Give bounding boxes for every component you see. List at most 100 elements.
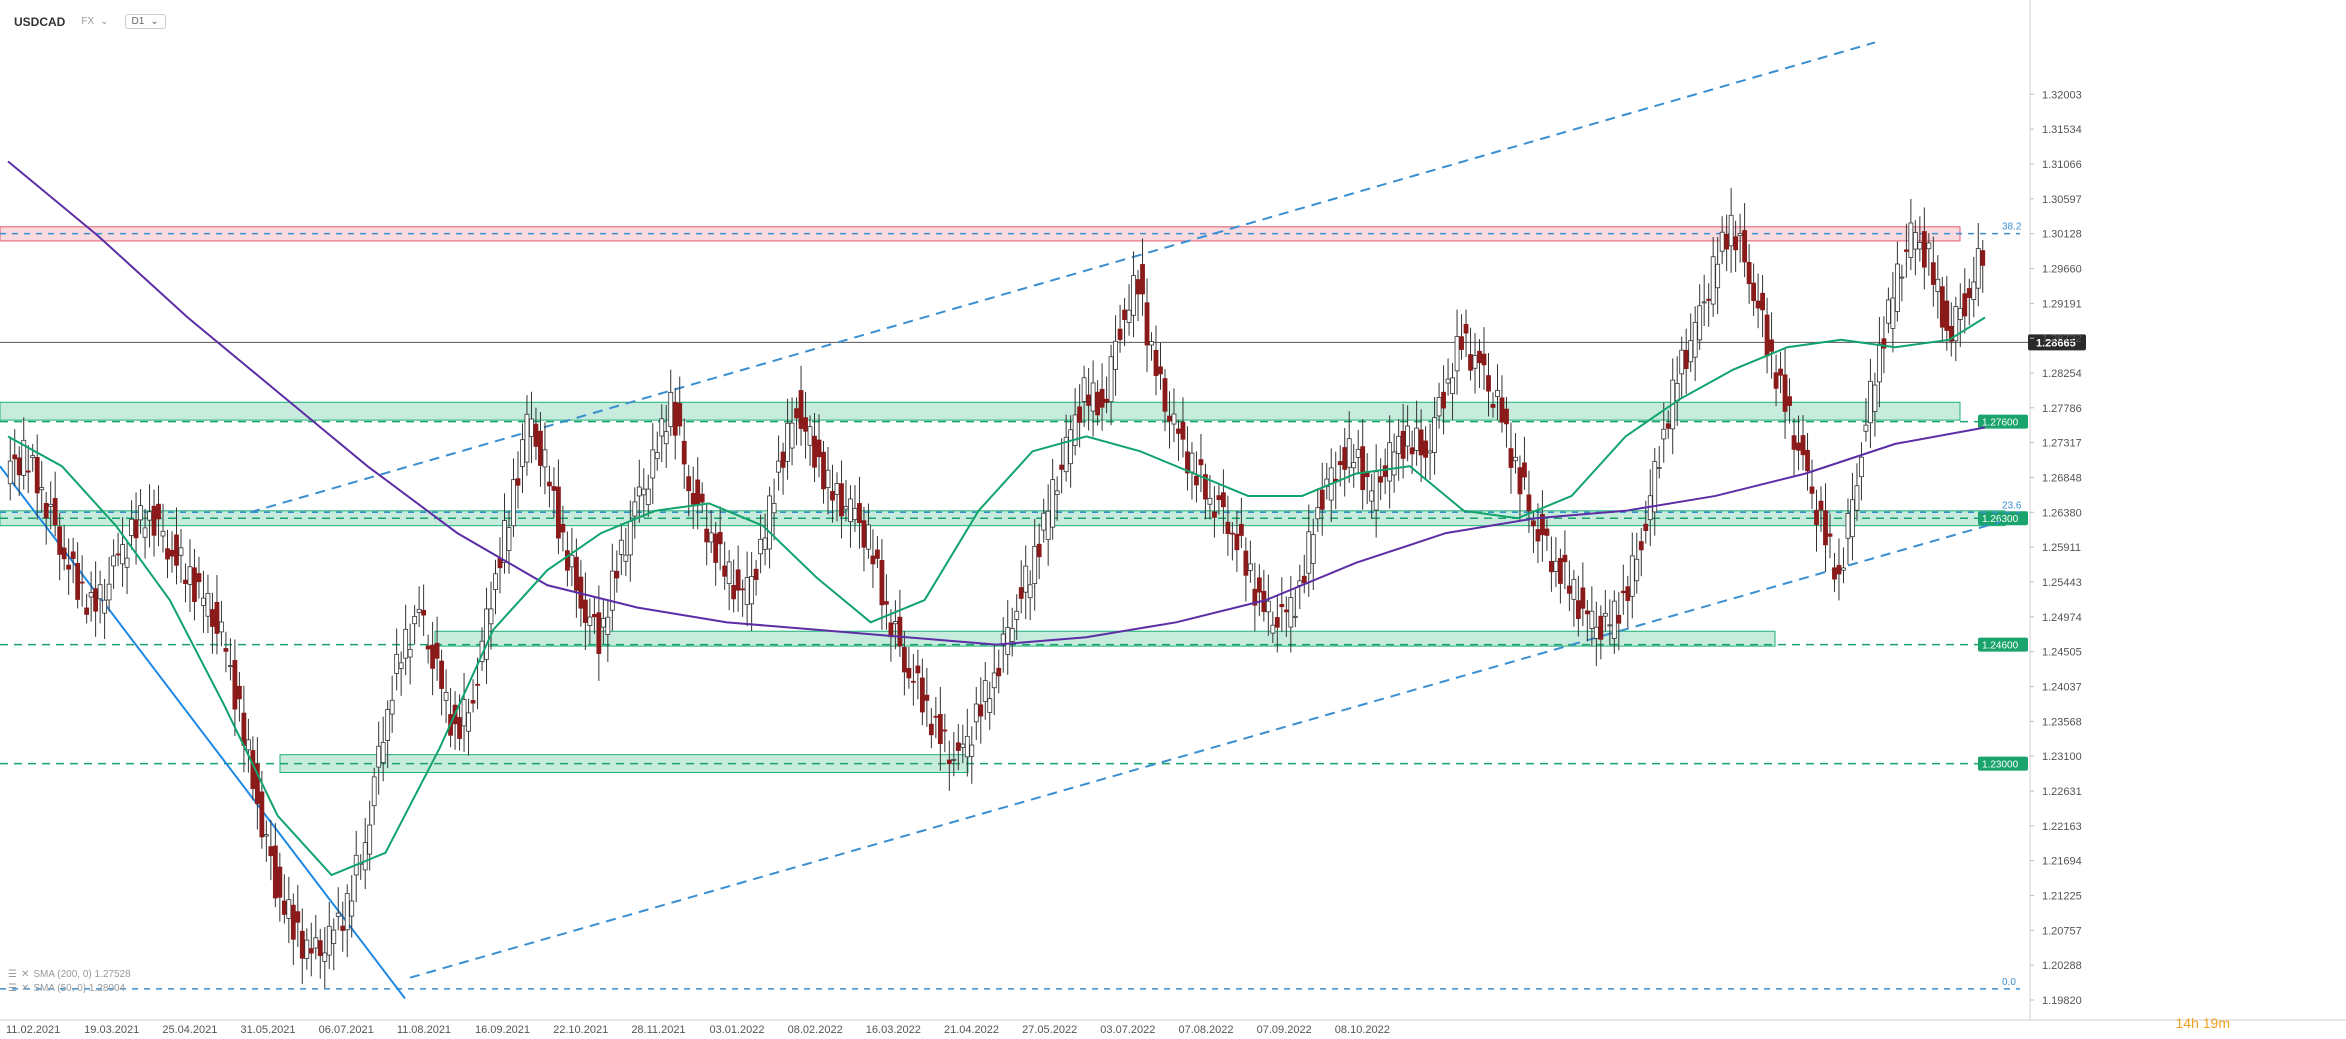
candle-body [1014,610,1020,620]
y-tick-label: 1.22631 [2042,786,2082,798]
candle-body [1450,377,1455,395]
candle-body [1930,262,1936,285]
candle-body [1832,567,1837,580]
timeframe-selector[interactable]: D1 ⌄ [124,14,166,29]
candle-body [1863,424,1869,432]
candle-body [210,609,215,627]
candle-body [1400,430,1406,459]
candle-body [7,460,13,485]
candle-body [1414,427,1420,451]
candle-body [690,493,696,505]
candle-body [848,498,853,522]
candle-body [1369,490,1375,502]
market-label: FX [81,16,95,27]
candle-body [1562,554,1568,563]
candle-body [313,937,319,949]
candle-body [1481,353,1487,366]
candle-body [160,530,166,537]
candle-body [367,824,373,855]
candle-body [1436,397,1442,417]
candle-body [600,617,606,628]
x-tick-label: 07.08.2022 [1178,1024,1233,1036]
x-tick-label: 07.09.2022 [1257,1024,1312,1036]
candle-body [1566,585,1572,594]
candle-body [1944,300,1950,331]
candle-body [1616,614,1622,624]
candle-body [268,846,274,857]
y-tick-label: 1.26848 [2042,473,2082,485]
candle-body [475,683,480,686]
close-icon[interactable]: ✕ [20,983,30,994]
candle-body [1104,398,1109,403]
candle-body [1899,276,1905,279]
candle-body [1355,448,1361,458]
x-tick-label: 16.03.2022 [866,1024,921,1036]
candle-body [1396,435,1402,454]
candle-body [1939,286,1945,328]
candle-body [43,502,49,519]
legend-sma200[interactable]: ☰ ✕ SMA (200, 0) 1.27528 [8,968,131,982]
candle-body [1557,558,1563,584]
candle-body [722,565,728,577]
candle-body [551,486,557,491]
candle-body [1306,531,1312,574]
candle-body [1841,567,1846,571]
x-tick-label: 08.02.2022 [788,1024,843,1036]
candle-body [1180,421,1186,440]
candle-body [30,455,36,458]
candle-body [219,621,224,633]
candle-body [1027,584,1033,599]
candle-body [1885,299,1891,324]
candle-body [767,495,772,550]
candle-body [1243,550,1249,576]
candle-body [236,685,242,700]
candle-body [1652,461,1658,513]
candle-body [861,520,867,548]
candle-body [57,526,63,555]
candle-body [1962,293,1968,317]
close-icon[interactable]: ✕ [20,969,30,980]
candle-body [839,483,844,517]
candle-body [659,418,665,437]
candle-body [1486,375,1491,392]
candle-body [1746,261,1752,285]
candle-body [641,488,647,496]
y-tick-label: 1.21225 [2042,891,2082,903]
candle-body [165,548,170,560]
candle-body [1360,446,1366,491]
market-selector[interactable]: FX ⌄ [81,16,108,27]
y-tick-label: 1.31066 [2042,159,2082,171]
candle-body [147,511,152,521]
candle-body [1926,242,1932,250]
candle-body [1751,282,1757,302]
settings-icon[interactable]: ☰ [8,969,17,980]
candle-body [394,653,400,674]
settings-icon[interactable]: ☰ [8,983,17,994]
candle-body [695,479,701,505]
candle-body [380,741,386,763]
candle-body [699,493,705,503]
legend-sma50[interactable]: ☰ ✕ SMA (50, 0) 1.28004 [8,982,131,996]
candle-body [295,911,301,923]
candle-body [443,692,449,701]
y-tick-label: 1.23568 [2042,716,2082,728]
candle-body [1081,377,1087,402]
candle-body [1077,406,1083,423]
y-tick-label: 1.24505 [2042,647,2082,659]
symbol-label[interactable]: USDCAD [14,14,66,29]
candle-body [978,704,984,717]
candle-body [1584,610,1590,615]
candle-body [1517,467,1523,495]
candle-body [1468,354,1473,371]
candle-body [529,418,534,437]
candle-body [228,665,233,667]
current-price-tag [2028,334,2086,351]
candle-body [735,569,741,591]
y-tick-label: 1.25443 [2042,577,2082,589]
candle-body [470,700,476,704]
candle-body [753,568,759,580]
candle-body [749,576,755,605]
candle-body [1499,397,1505,423]
candle-body [349,900,355,917]
